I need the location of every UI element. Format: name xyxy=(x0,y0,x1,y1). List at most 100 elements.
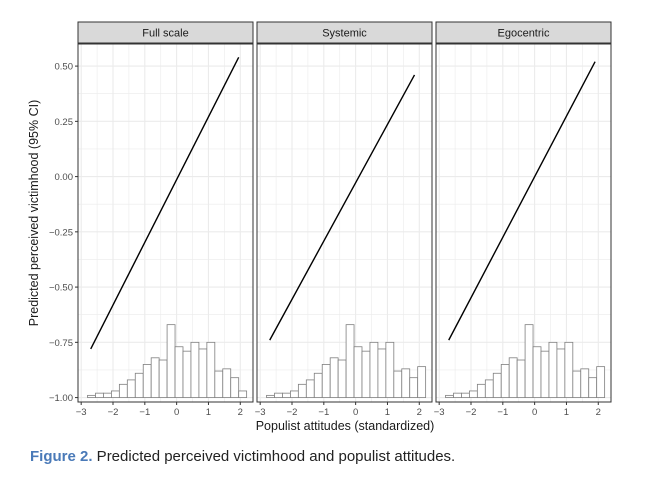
histogram-bar xyxy=(588,377,598,398)
panels: Full scale −3 −2 −1 0 1 2 0.50 0.25 0.00 −0.25 −0.5… xyxy=(49,21,612,418)
histogram-bar xyxy=(150,357,160,398)
x-tick-label: −2 xyxy=(287,407,298,418)
x-tick-label: −3 xyxy=(255,407,266,418)
x-tick-label: −1 xyxy=(318,407,329,418)
histogram-bar xyxy=(540,350,550,398)
x-tick-label: 2 xyxy=(238,407,243,418)
histogram-bar xyxy=(469,390,478,398)
histogram-bar xyxy=(182,350,192,398)
histogram-bar xyxy=(409,377,419,398)
histogram-bar xyxy=(142,364,152,398)
histogram-bar xyxy=(580,368,590,398)
histogram-bar xyxy=(111,390,120,398)
histogram-bar xyxy=(190,341,200,398)
panel-strip xyxy=(256,21,433,44)
y-tick-label: 0.50 xyxy=(55,62,74,73)
histogram-bar xyxy=(282,392,291,398)
histogram-bar xyxy=(508,357,518,398)
histogram-bar xyxy=(556,348,566,398)
panel-strip xyxy=(435,21,612,44)
histogram-bar xyxy=(198,348,208,398)
histogram-bar xyxy=(401,368,411,398)
y-axis-label: Predicted perceived victimhood (95% CI) xyxy=(27,100,41,327)
histogram-bar xyxy=(222,368,232,398)
histogram-bar xyxy=(95,392,104,398)
histogram-bar xyxy=(290,390,299,398)
x-axis-label: Populist attitudes (standardized) xyxy=(256,419,435,433)
histogram-bar xyxy=(385,341,395,398)
histogram-bar xyxy=(492,372,502,398)
x-tick-label: 2 xyxy=(596,407,601,418)
histogram-bar xyxy=(174,346,184,398)
histogram-bar xyxy=(166,324,176,398)
panel-1: Full scale −3 −2 −1 0 1 2 0.50 0.25 0.00 −0.25 −0.5… xyxy=(49,21,254,418)
x-tick-label: −2 xyxy=(108,407,119,418)
histogram-bar xyxy=(297,383,307,398)
panel-title: Systemic xyxy=(322,28,367,40)
histogram-bar xyxy=(266,394,275,398)
histogram-bar xyxy=(377,348,387,398)
histogram-bar xyxy=(484,379,494,398)
histogram-bar xyxy=(516,359,526,398)
histogram-bar xyxy=(461,392,470,398)
histogram-bar xyxy=(572,370,582,398)
histogram-bar xyxy=(361,350,371,398)
prediction-line xyxy=(90,56,240,350)
x-tick-label: 1 xyxy=(206,407,211,418)
histogram-bar xyxy=(337,359,347,398)
histogram-bar xyxy=(103,392,112,398)
histogram-bar xyxy=(532,346,542,398)
histogram-bar xyxy=(238,390,248,398)
histogram-bar xyxy=(329,357,339,398)
histogram-bar xyxy=(453,392,462,398)
histogram-bar xyxy=(417,366,427,398)
histogram-bar xyxy=(596,366,606,398)
histogram-bar xyxy=(353,346,363,398)
panel-border xyxy=(256,43,433,403)
histogram-bar xyxy=(134,372,144,398)
panel-title: Egocentric xyxy=(498,28,550,40)
y-tick-label: −1.00 xyxy=(49,393,73,404)
y-tick-label: 0.25 xyxy=(55,117,74,128)
x-tick-label: 0 xyxy=(353,407,358,418)
prediction-line xyxy=(269,74,416,341)
panel-2: Systemic −3 −2 −1 0 1 2 xyxy=(255,21,433,418)
caption-text: Predicted perceived victimhood and popul… xyxy=(92,448,456,465)
histogram-bar xyxy=(158,359,168,398)
plot-background xyxy=(78,44,253,402)
x-tick-label: 1 xyxy=(564,407,569,418)
x-tick-label: −1 xyxy=(139,407,150,418)
panel-border xyxy=(435,43,612,403)
x-tick-label: 2 xyxy=(417,407,422,418)
histogram-bar xyxy=(118,383,128,398)
histogram-bar xyxy=(230,377,240,398)
histogram-bar xyxy=(548,341,558,398)
histogram-bar xyxy=(321,364,331,398)
histogram-bar xyxy=(564,341,574,398)
histogram-bar xyxy=(476,383,486,398)
x-tick-label: −2 xyxy=(466,407,477,418)
y-tick-label: −0.25 xyxy=(49,227,73,238)
histogram-bar xyxy=(274,392,283,398)
x-tick-label: 1 xyxy=(385,407,390,418)
figure-caption: Figure 2. Predicted perceived victimhood… xyxy=(30,448,455,465)
histogram-bar xyxy=(206,341,216,398)
histogram-bar xyxy=(369,341,379,398)
histogram-bar xyxy=(313,372,323,398)
histogram-bar xyxy=(393,370,403,398)
chart: Predicted perceived victimhood (95% CI) … xyxy=(27,21,612,433)
y-tick-label: −0.75 xyxy=(49,338,73,349)
panel-3: Egocentric −3 −2 −1 0 1 2 xyxy=(434,21,612,418)
histogram-bar xyxy=(87,394,96,398)
histogram-bar xyxy=(500,364,510,398)
histogram-bar xyxy=(445,394,454,398)
histogram-bar xyxy=(345,324,355,398)
y-tick-label: −0.50 xyxy=(49,283,73,294)
y-tick-label: 0.00 xyxy=(55,172,74,183)
histogram-bar xyxy=(305,379,315,398)
histogram-bar xyxy=(126,379,136,398)
figure-label: Figure 2. xyxy=(30,448,93,465)
histogram-bar xyxy=(214,370,224,398)
x-tick-label: −3 xyxy=(76,407,87,418)
prediction-line xyxy=(448,61,596,341)
